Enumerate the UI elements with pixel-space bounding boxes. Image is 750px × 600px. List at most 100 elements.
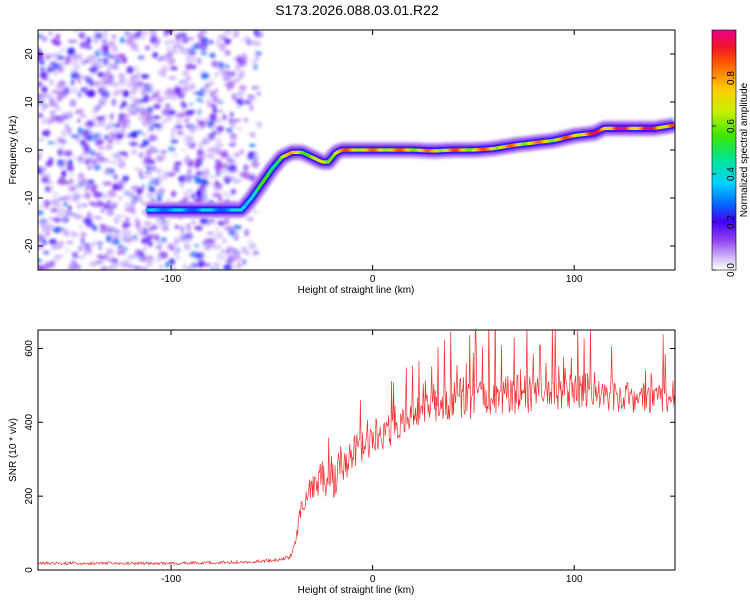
noise-blob bbox=[153, 104, 161, 109]
noise-blob bbox=[246, 216, 255, 222]
noise-blob bbox=[125, 83, 134, 87]
noise-blob bbox=[227, 246, 235, 253]
noise-blob bbox=[101, 157, 111, 163]
noise-blob bbox=[41, 234, 47, 238]
noise-blob bbox=[143, 246, 148, 251]
colorbar-ticks: 0.0 0.2 0.4 0.6 0.8 bbox=[712, 71, 737, 277]
noise-blob bbox=[237, 126, 243, 131]
noise-blob bbox=[79, 32, 86, 40]
noise-blob bbox=[215, 180, 219, 186]
noise-blob bbox=[129, 141, 138, 147]
noise-blob bbox=[127, 32, 137, 40]
noise-blob bbox=[166, 44, 171, 51]
noise-blob bbox=[175, 33, 181, 41]
noise-blob bbox=[173, 114, 183, 118]
noise-blob bbox=[72, 254, 79, 259]
noise-blob bbox=[144, 171, 150, 175]
noise-blob bbox=[181, 79, 187, 83]
noise-blob bbox=[184, 232, 194, 240]
noise-blob bbox=[88, 179, 95, 185]
noise-blob bbox=[93, 152, 103, 156]
noise-blob bbox=[127, 133, 131, 138]
noise-blob bbox=[214, 142, 224, 148]
noise-blob bbox=[234, 30, 240, 37]
noise-blob bbox=[129, 87, 138, 95]
noise-blob bbox=[238, 85, 247, 91]
noise-blob bbox=[86, 89, 96, 98]
noise-blob bbox=[110, 45, 119, 53]
y-tick-label: 600 bbox=[24, 340, 35, 357]
snr-panel: -100 0 100 0 200 400 600 Height of straight l… bbox=[8, 329, 676, 596]
noise-blob bbox=[141, 209, 146, 216]
noise-blob bbox=[133, 167, 142, 171]
noise-blob bbox=[157, 197, 162, 203]
noise-blob bbox=[181, 179, 190, 182]
noise-blob bbox=[38, 265, 46, 270]
noise-blob bbox=[155, 191, 164, 199]
noise-blob bbox=[41, 117, 46, 125]
noise-blob bbox=[193, 244, 200, 247]
noise-blob bbox=[70, 179, 74, 184]
noise-blob bbox=[142, 175, 152, 179]
noise-blob bbox=[213, 185, 223, 191]
noise-blob bbox=[68, 171, 75, 176]
noise-blob bbox=[163, 90, 169, 97]
noise-blob bbox=[41, 220, 48, 227]
noise-blob bbox=[230, 112, 234, 118]
noise-blob bbox=[137, 255, 142, 260]
noise-blob bbox=[185, 124, 191, 128]
noise-blob bbox=[38, 113, 44, 118]
noise-blob bbox=[252, 86, 256, 90]
noise-blob bbox=[234, 66, 241, 72]
noise-blob bbox=[146, 192, 155, 200]
colorbar: 0.0 0.2 0.4 0.6 0.8 Normalized spectral ampl… bbox=[711, 29, 750, 277]
noise-blob bbox=[194, 158, 201, 166]
noise-blob bbox=[173, 250, 179, 257]
noise-blob bbox=[245, 250, 250, 256]
noise-blob bbox=[243, 230, 250, 233]
noise-blob bbox=[67, 205, 72, 212]
noise-blob bbox=[100, 266, 109, 270]
noise-blob bbox=[58, 61, 66, 69]
noise-blob bbox=[126, 107, 132, 112]
noise-blob bbox=[189, 83, 196, 91]
noise-blob bbox=[155, 127, 164, 132]
noise-blob bbox=[212, 262, 221, 267]
noise-blob bbox=[202, 218, 210, 224]
noise-blob bbox=[115, 58, 120, 65]
noise-blob bbox=[49, 216, 53, 221]
noise-blob bbox=[58, 94, 68, 99]
noise-blob bbox=[105, 145, 114, 150]
noise-blob bbox=[48, 238, 58, 245]
noise-blob bbox=[97, 139, 105, 144]
noise-blob bbox=[229, 123, 236, 128]
noise-blob bbox=[135, 71, 141, 78]
noise-blob bbox=[96, 32, 102, 38]
noise-layer bbox=[38, 30, 265, 270]
noise-blob bbox=[75, 73, 82, 82]
noise-blob bbox=[148, 82, 154, 90]
noise-blob bbox=[56, 159, 65, 167]
noise-blob bbox=[111, 266, 116, 270]
noise-blob bbox=[38, 168, 44, 171]
noise-blob bbox=[248, 243, 257, 249]
noise-blob bbox=[165, 51, 173, 58]
noise-blob bbox=[53, 62, 60, 70]
noise-blob bbox=[121, 77, 127, 86]
noise-blob bbox=[218, 62, 225, 69]
noise-blob bbox=[58, 207, 67, 215]
noise-blob bbox=[130, 149, 137, 154]
noise-blob bbox=[101, 52, 111, 56]
noise-blob bbox=[182, 134, 192, 141]
noise-blob bbox=[125, 190, 135, 197]
noise-blob bbox=[78, 245, 83, 252]
noise-blob bbox=[103, 74, 108, 82]
noise-blob bbox=[119, 247, 124, 254]
noise-blob bbox=[189, 126, 197, 134]
noise-blob bbox=[254, 31, 264, 38]
noise-blob bbox=[69, 263, 74, 270]
noise-blob bbox=[181, 103, 188, 109]
noise-blob bbox=[233, 254, 242, 262]
noise-blob bbox=[106, 234, 111, 243]
noise-blob bbox=[119, 105, 125, 109]
